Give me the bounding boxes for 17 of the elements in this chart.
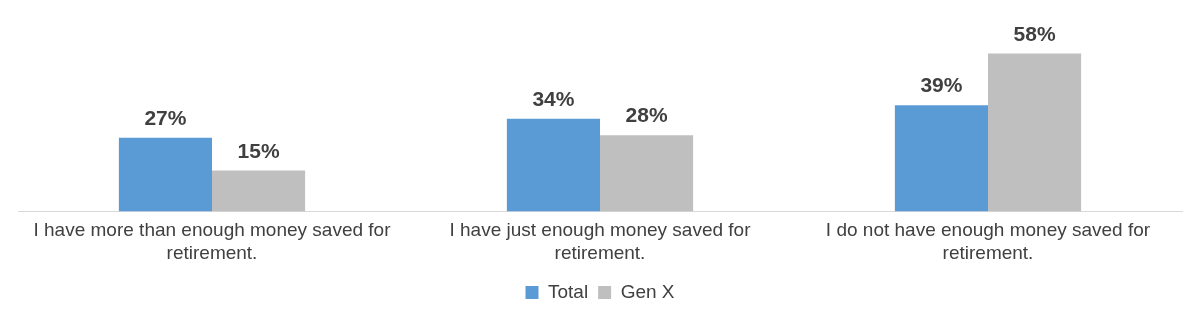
data-label: 27% (144, 106, 187, 130)
data-label: 39% (920, 73, 963, 97)
x-tick-label: I do not have enough money saved for retirement. (825, 219, 1151, 263)
x-tick-label: I have just enough money saved for retirement. (449, 219, 752, 263)
bar (506, 118, 600, 212)
data-label: 58% (1013, 21, 1056, 45)
bar (988, 53, 1082, 212)
data-label: 28% (625, 103, 668, 127)
bar (118, 137, 212, 212)
bar (212, 170, 306, 212)
data-label: 15% (237, 138, 280, 162)
legend-label: Gen X (620, 280, 675, 302)
x-tick-label: I have more than enough money saved for retirement. (33, 219, 392, 263)
legend-label: Total (548, 280, 589, 302)
data-label: 34% (532, 87, 575, 111)
bar (894, 105, 988, 212)
bar (600, 135, 694, 212)
